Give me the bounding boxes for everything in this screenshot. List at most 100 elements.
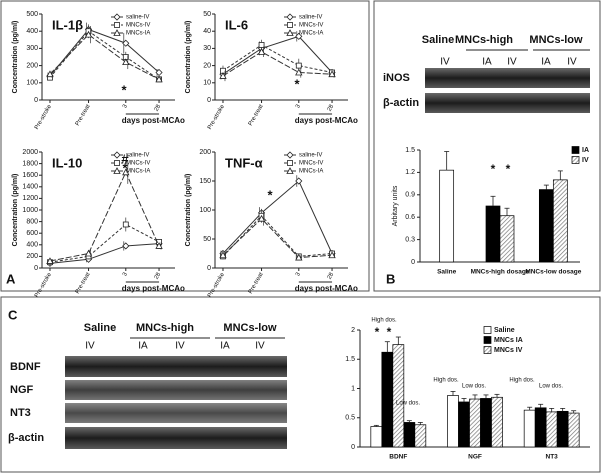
bar bbox=[414, 424, 427, 448]
y-tick-label: 400 bbox=[26, 242, 38, 249]
bar bbox=[480, 398, 492, 448]
blot-row-label: β-actin bbox=[383, 97, 419, 109]
y-tick-label: 1000 bbox=[22, 207, 38, 214]
y-tick-label: 0.3 bbox=[405, 236, 415, 243]
series-line bbox=[49, 33, 160, 80]
panel-label: B bbox=[386, 271, 395, 286]
y-tick-label: 2 bbox=[351, 327, 355, 334]
legend-label: Saline bbox=[494, 327, 515, 334]
legend-swatch bbox=[571, 156, 580, 164]
y-tick-label: 800 bbox=[26, 218, 38, 225]
blot-lane-label: IA bbox=[220, 341, 230, 352]
legend-label: MNCs-IV bbox=[126, 161, 150, 167]
y-tick-label: 0.5 bbox=[345, 415, 355, 422]
legend-label: IV bbox=[582, 157, 589, 164]
panel-c-frame bbox=[0, 296, 601, 473]
marker bbox=[286, 29, 294, 36]
y-tick-label: 100 bbox=[26, 80, 38, 87]
marker bbox=[295, 62, 302, 69]
legend-label: MNCs IA bbox=[494, 337, 523, 344]
bar bbox=[439, 169, 455, 263]
blot-row-label: NT3 bbox=[10, 407, 31, 419]
y-tick-label: 1.2 bbox=[405, 169, 415, 176]
marker bbox=[113, 151, 121, 159]
annotation: * bbox=[122, 160, 128, 175]
legend-label: saline-IV bbox=[299, 15, 322, 21]
x-tick-label: Pre-treat bbox=[75, 104, 92, 128]
chart-title: IL-6 bbox=[225, 17, 248, 32]
y-axis-label: Concentration (pg/ml) bbox=[12, 21, 19, 94]
legend-label: MNCs-IV bbox=[126, 23, 150, 29]
y-tick-label: 0 bbox=[411, 259, 415, 266]
bar bbox=[491, 396, 503, 448]
blot-lane-label: IV bbox=[507, 57, 517, 68]
marker bbox=[257, 48, 266, 55]
marker bbox=[258, 42, 265, 48]
marker bbox=[295, 32, 303, 40]
series-line bbox=[222, 215, 333, 257]
legend-label: IA bbox=[582, 147, 589, 154]
bar bbox=[556, 410, 569, 448]
blot-lane-label: IV bbox=[440, 57, 450, 68]
marker bbox=[287, 160, 293, 166]
blot-group-label: MNCs-high bbox=[455, 34, 513, 46]
blot-row-label: iNOS bbox=[383, 72, 410, 84]
marker bbox=[328, 70, 336, 78]
legend-label: saline-IV bbox=[299, 153, 322, 159]
x-axis-label: days post-MCAo bbox=[122, 284, 185, 293]
y-tick-label: 30 bbox=[203, 45, 211, 52]
blot-lane-label: IV bbox=[567, 57, 577, 68]
y-tick-label: 50 bbox=[203, 11, 211, 18]
y-tick-label: 1 bbox=[351, 385, 355, 392]
marker bbox=[122, 242, 130, 250]
y-tick-label: 200 bbox=[26, 253, 38, 260]
series-line bbox=[222, 51, 333, 77]
blot-lane-label: IA bbox=[138, 341, 148, 352]
panel-label: A bbox=[6, 271, 16, 286]
y-tick-label: 150 bbox=[199, 178, 211, 185]
marker bbox=[122, 58, 130, 66]
chart-title: IL-1β bbox=[52, 17, 83, 32]
x-tick-label: 28 bbox=[154, 103, 163, 112]
marker bbox=[114, 22, 120, 28]
blot-band bbox=[65, 380, 287, 400]
y-tick-label: 600 bbox=[26, 230, 38, 237]
marker bbox=[155, 242, 163, 249]
annotation: * bbox=[387, 325, 392, 339]
marker bbox=[46, 70, 54, 78]
y-axis-label: Concentration (pg/ml) bbox=[185, 174, 192, 247]
legend-swatch bbox=[483, 326, 492, 334]
panel-label: C bbox=[8, 307, 18, 322]
legend-label: MNCs IV bbox=[494, 347, 523, 354]
blot-lane-label: IV bbox=[85, 341, 95, 352]
x-tick-label: MNCs-low dosage bbox=[525, 269, 581, 276]
blot-band bbox=[425, 68, 590, 88]
x-tick-label: 3 bbox=[295, 271, 302, 277]
y-tick-label: 0 bbox=[351, 444, 355, 451]
marker bbox=[84, 249, 93, 257]
legend-label: MNCs-IV bbox=[299, 23, 323, 29]
annotation: * bbox=[294, 76, 300, 91]
bar bbox=[485, 205, 501, 263]
marker bbox=[122, 168, 130, 176]
y-tick-label: 2000 bbox=[22, 149, 38, 156]
series-line bbox=[222, 180, 333, 254]
y-tick-label: 200 bbox=[26, 62, 38, 69]
series-line bbox=[222, 35, 333, 75]
annotation: High dos. bbox=[433, 378, 459, 384]
y-tick-label: 1.5 bbox=[405, 147, 415, 154]
y-tick-label: 1200 bbox=[22, 195, 38, 202]
marker bbox=[286, 13, 294, 21]
y-tick-label: 500 bbox=[26, 11, 38, 18]
blot-group-label: Saline bbox=[84, 322, 116, 334]
bar bbox=[538, 189, 554, 263]
blot-band bbox=[425, 93, 590, 113]
annotation: Low dos. bbox=[462, 384, 486, 390]
annotation: Low dos. bbox=[396, 401, 420, 407]
y-tick-label: 0 bbox=[34, 97, 38, 104]
blot-group-label: MNCs-low bbox=[223, 322, 277, 334]
legend-label: saline-IV bbox=[126, 153, 149, 159]
blot-lane-label: IA bbox=[541, 57, 551, 68]
y-tick-label: 40 bbox=[203, 28, 211, 35]
